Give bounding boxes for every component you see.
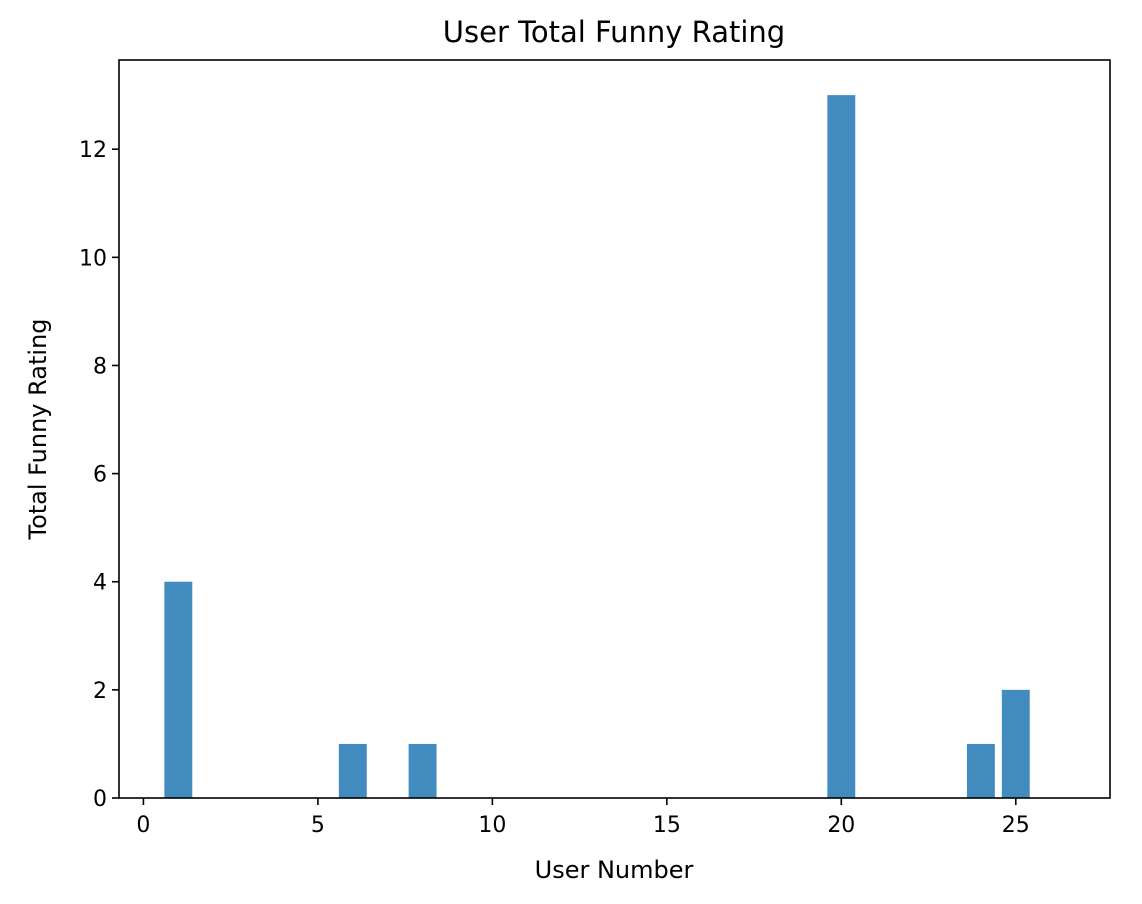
- bars-group: [164, 95, 1030, 798]
- bar-user-20: [827, 95, 856, 798]
- bar-user-6: [338, 743, 367, 798]
- x-tick-label: 5: [311, 813, 325, 838]
- chart-title: User Total Funny Rating: [443, 15, 785, 49]
- y-tick-label: 10: [79, 246, 107, 271]
- y-tick-label: 0: [93, 787, 107, 812]
- y-tick-label: 6: [93, 463, 107, 488]
- x-tick-label: 20: [827, 813, 855, 838]
- y-axis-label: Total Funny Rating: [24, 318, 52, 540]
- y-tick-label: 4: [93, 571, 107, 596]
- x-axis-label: User Number: [535, 856, 694, 884]
- x-tick-label: 10: [478, 813, 506, 838]
- y-tick-label: 12: [79, 138, 107, 163]
- bar-user-8: [408, 743, 437, 798]
- plot-frame: [118, 59, 1111, 799]
- x-axis-ticks: 0 5 10 15 20 25: [136, 798, 1030, 838]
- y-tick-label: 2: [93, 679, 107, 704]
- y-axis-ticks: 0 2 4 6 8 10 12: [79, 138, 119, 812]
- x-tick-label: 25: [1002, 813, 1030, 838]
- bar-user-24: [966, 743, 995, 798]
- x-tick-label: 15: [653, 813, 681, 838]
- x-tick-label: 0: [136, 813, 150, 838]
- bar-user-25: [1001, 689, 1030, 798]
- y-tick-label: 8: [93, 354, 107, 379]
- bar-user-1: [164, 581, 193, 798]
